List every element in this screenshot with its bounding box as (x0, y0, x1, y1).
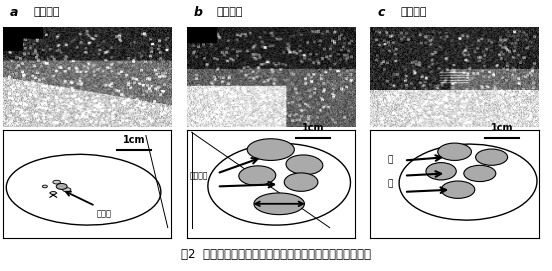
Text: 卵巣静止: 卵巣静止 (33, 7, 60, 17)
Ellipse shape (62, 188, 71, 192)
Ellipse shape (464, 165, 496, 182)
Text: 卵巣嚢腫: 卵巣嚢腫 (217, 7, 243, 17)
Ellipse shape (438, 143, 471, 160)
Text: 図2  モバイル超音波画像診断装置による卵巣疾患の診断像: 図2 モバイル超音波画像診断装置による卵巣疾患の診断像 (181, 248, 371, 261)
Text: 体: 体 (388, 179, 393, 188)
Ellipse shape (284, 173, 318, 191)
Ellipse shape (50, 191, 56, 195)
Text: 1cm: 1cm (123, 135, 145, 145)
Text: c: c (377, 6, 385, 19)
Text: 1cm: 1cm (301, 123, 324, 133)
Text: 1cm: 1cm (491, 123, 513, 133)
Text: 小卵胞: 小卵胞 (97, 209, 112, 218)
Ellipse shape (239, 166, 276, 185)
Ellipse shape (43, 185, 47, 188)
Text: 囊胞卵胞: 囊胞卵胞 (190, 171, 209, 180)
Ellipse shape (53, 180, 60, 184)
Ellipse shape (254, 193, 305, 215)
Text: a: a (9, 6, 18, 19)
Ellipse shape (441, 181, 475, 198)
Ellipse shape (56, 183, 67, 189)
Ellipse shape (476, 149, 508, 165)
Ellipse shape (286, 155, 323, 175)
Text: 黄: 黄 (388, 156, 393, 165)
Ellipse shape (426, 163, 457, 180)
Text: b: b (193, 6, 203, 19)
Ellipse shape (247, 139, 294, 160)
Text: 鈍性発情: 鈍性発情 (401, 7, 427, 17)
